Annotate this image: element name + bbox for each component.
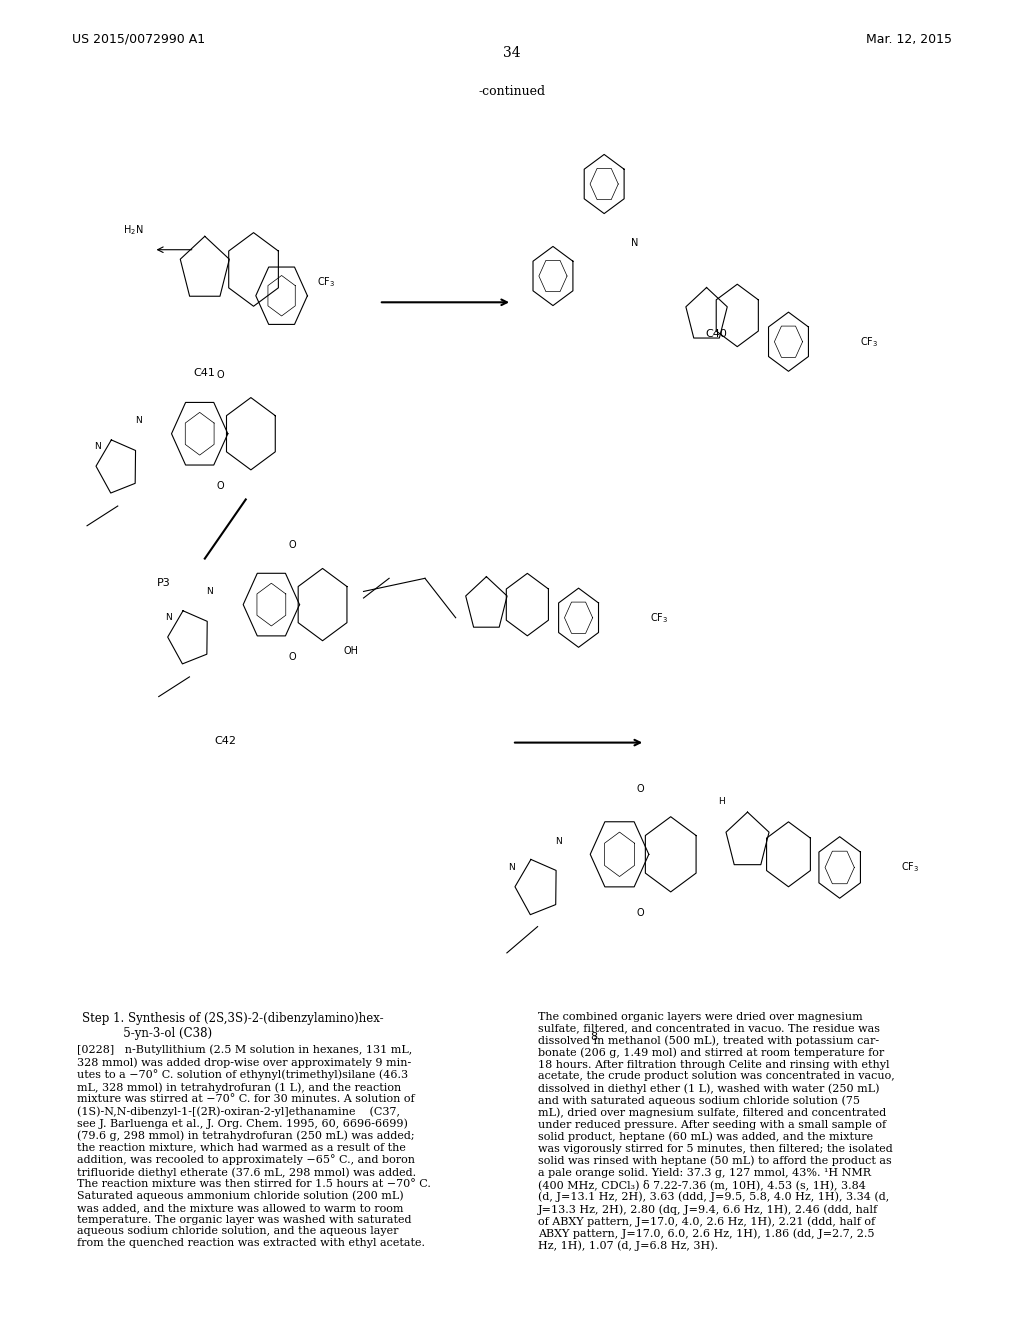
Text: OH: OH xyxy=(343,645,358,656)
Text: [0228]   n-Butyllithium (2.5 M solution in hexanes, 131 mL,
328 mmol) was added : [0228] n-Butyllithium (2.5 M solution in… xyxy=(77,1045,431,1247)
Text: O: O xyxy=(636,908,644,919)
Text: O: O xyxy=(636,784,644,793)
Text: Mar. 12, 2015: Mar. 12, 2015 xyxy=(866,33,952,46)
Text: N: N xyxy=(135,416,141,425)
Text: C41: C41 xyxy=(194,368,216,378)
Text: O: O xyxy=(288,540,296,550)
Text: 8: 8 xyxy=(591,1032,597,1041)
Text: C40: C40 xyxy=(706,329,728,339)
Text: H: H xyxy=(719,797,725,807)
Text: N: N xyxy=(166,614,172,622)
Text: C42: C42 xyxy=(214,737,237,746)
Text: The combined organic layers were dried over magnesium
sulfate, filtered, and con: The combined organic layers were dried o… xyxy=(538,1012,894,1251)
Text: 34: 34 xyxy=(503,46,521,59)
Text: N: N xyxy=(555,837,561,846)
Text: -continued: -continued xyxy=(478,86,546,99)
Text: H$_2$N: H$_2$N xyxy=(123,223,143,236)
Text: CF$_3$: CF$_3$ xyxy=(901,861,920,874)
Text: CF$_3$: CF$_3$ xyxy=(860,335,879,348)
Text: O: O xyxy=(216,482,224,491)
Text: US 2015/0072990 A1: US 2015/0072990 A1 xyxy=(72,33,205,46)
Text: N: N xyxy=(509,863,515,873)
Text: O: O xyxy=(288,652,296,663)
Text: N: N xyxy=(94,442,100,451)
Text: P3: P3 xyxy=(157,578,171,589)
Text: CF$_3$: CF$_3$ xyxy=(650,611,669,624)
Text: CF$_3$: CF$_3$ xyxy=(317,276,336,289)
Text: N: N xyxy=(631,238,639,248)
Text: O: O xyxy=(216,370,224,380)
Text: Step 1. Synthesis of (2S,3S)-2-(dibenzylamino)hex-
           5-yn-3-ol (C38): Step 1. Synthesis of (2S,3S)-2-(dibenzyl… xyxy=(82,1012,384,1040)
Text: N: N xyxy=(207,587,213,595)
